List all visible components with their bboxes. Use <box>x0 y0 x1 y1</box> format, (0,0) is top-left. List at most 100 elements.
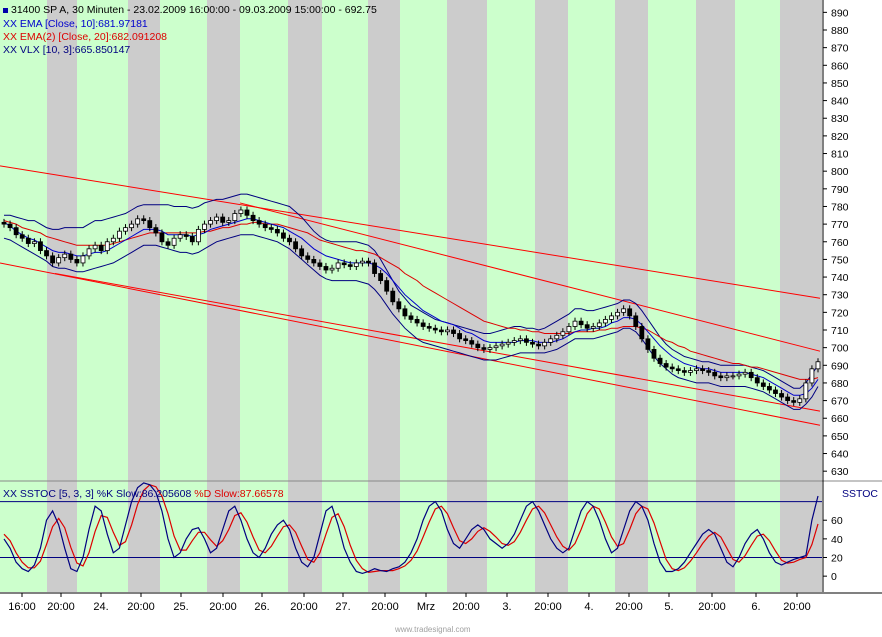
candle[interactable] <box>141 218 147 221</box>
candle[interactable] <box>657 357 663 364</box>
vlx-upper-line[interactable] <box>4 193 819 389</box>
candle[interactable] <box>803 382 809 400</box>
candle[interactable] <box>50 255 55 264</box>
candle[interactable] <box>74 259 80 264</box>
candle[interactable] <box>627 308 633 317</box>
candle[interactable] <box>329 267 335 271</box>
candle[interactable] <box>19 234 25 239</box>
legend-vlx[interactable]: XX VLX [10, 3]:665.850147 <box>3 44 131 56</box>
candle[interactable] <box>615 311 620 317</box>
ema20-line[interactable] <box>3 220 819 380</box>
candle[interactable] <box>226 220 232 223</box>
candle[interactable] <box>609 315 614 320</box>
candle[interactable] <box>785 396 791 401</box>
candle[interactable] <box>663 363 669 368</box>
candle[interactable] <box>335 262 341 269</box>
candle[interactable] <box>68 253 74 260</box>
candle[interactable] <box>86 248 92 257</box>
candle[interactable] <box>639 326 645 340</box>
candle[interactable] <box>208 220 213 225</box>
candle[interactable] <box>475 343 481 349</box>
price-chart[interactable] <box>0 165 821 426</box>
candle[interactable] <box>80 255 86 264</box>
candle[interactable] <box>38 241 43 251</box>
candle[interactable] <box>305 255 311 260</box>
candle[interactable] <box>189 236 195 243</box>
candle[interactable] <box>281 232 286 239</box>
candle[interactable] <box>572 320 578 327</box>
candle[interactable] <box>724 375 730 379</box>
candle[interactable] <box>353 262 359 267</box>
candle[interactable] <box>378 273 384 281</box>
candle[interactable] <box>129 223 134 229</box>
candle[interactable] <box>408 315 414 320</box>
candle[interactable] <box>123 227 128 232</box>
candle[interactable] <box>244 209 250 216</box>
candle[interactable] <box>675 368 681 371</box>
candle[interactable] <box>645 338 651 350</box>
candle[interactable] <box>274 229 280 234</box>
candle[interactable] <box>524 338 529 343</box>
candle[interactable] <box>360 260 365 264</box>
candle[interactable] <box>505 341 511 345</box>
candle[interactable] <box>779 393 784 398</box>
legend-sstoc[interactable]: XX SSTOC [5, 3, 3] %K Slow:86.205608 %D … <box>3 488 284 501</box>
candle[interactable] <box>681 370 687 373</box>
candle[interactable] <box>754 377 760 384</box>
candle[interactable] <box>268 227 274 230</box>
candle[interactable] <box>341 262 347 266</box>
candle[interactable] <box>232 213 238 221</box>
candle[interactable] <box>578 320 584 326</box>
candle[interactable] <box>602 319 608 324</box>
lower-channel-b[interactable] <box>0 262 821 426</box>
candle[interactable] <box>706 370 712 373</box>
candle[interactable] <box>517 338 523 341</box>
candle[interactable] <box>13 227 19 236</box>
candle[interactable] <box>171 237 177 246</box>
candle[interactable] <box>596 322 602 327</box>
candle[interactable] <box>220 216 226 223</box>
candle[interactable] <box>438 329 444 333</box>
legend-ema10[interactable]: XX EMA [Close, 10]:681.97181 <box>3 18 148 30</box>
candle[interactable] <box>147 220 153 229</box>
candle[interactable] <box>31 241 37 244</box>
candle[interactable] <box>669 366 675 370</box>
candle[interactable] <box>530 341 535 345</box>
candle[interactable] <box>815 361 821 370</box>
candle[interactable] <box>694 368 699 371</box>
candle[interactable] <box>487 347 493 350</box>
candle[interactable] <box>451 329 456 334</box>
candle[interactable] <box>736 373 742 377</box>
sstoc-oscillator[interactable] <box>0 482 822 575</box>
candle[interactable] <box>390 290 396 303</box>
candle[interactable] <box>742 371 748 375</box>
candle[interactable] <box>287 237 292 243</box>
candle[interactable] <box>542 341 548 347</box>
candle[interactable] <box>621 308 627 313</box>
candle[interactable] <box>396 301 402 310</box>
candle[interactable] <box>791 400 797 403</box>
candle[interactable] <box>457 333 462 340</box>
ema10-line[interactable] <box>3 218 819 396</box>
candle[interactable] <box>767 386 772 391</box>
candle[interactable] <box>718 375 724 379</box>
candle[interactable] <box>153 227 159 234</box>
candle[interactable] <box>760 382 766 387</box>
candle[interactable] <box>499 343 505 347</box>
upper-channel[interactable] <box>0 165 821 299</box>
candle[interactable] <box>92 244 98 250</box>
sstoc-k-line[interactable] <box>3 482 819 575</box>
candle[interactable] <box>372 262 377 274</box>
candle[interactable] <box>748 371 754 379</box>
candle[interactable] <box>165 241 171 246</box>
candle[interactable] <box>797 398 803 403</box>
candle[interactable] <box>25 237 31 244</box>
candle[interactable] <box>117 230 122 239</box>
candle[interactable] <box>238 209 244 214</box>
candle[interactable] <box>402 308 408 317</box>
candle[interactable] <box>536 343 541 347</box>
candle[interactable] <box>566 326 572 333</box>
candle[interactable] <box>511 340 517 343</box>
candle[interactable] <box>700 368 705 371</box>
candle[interactable] <box>293 241 298 250</box>
